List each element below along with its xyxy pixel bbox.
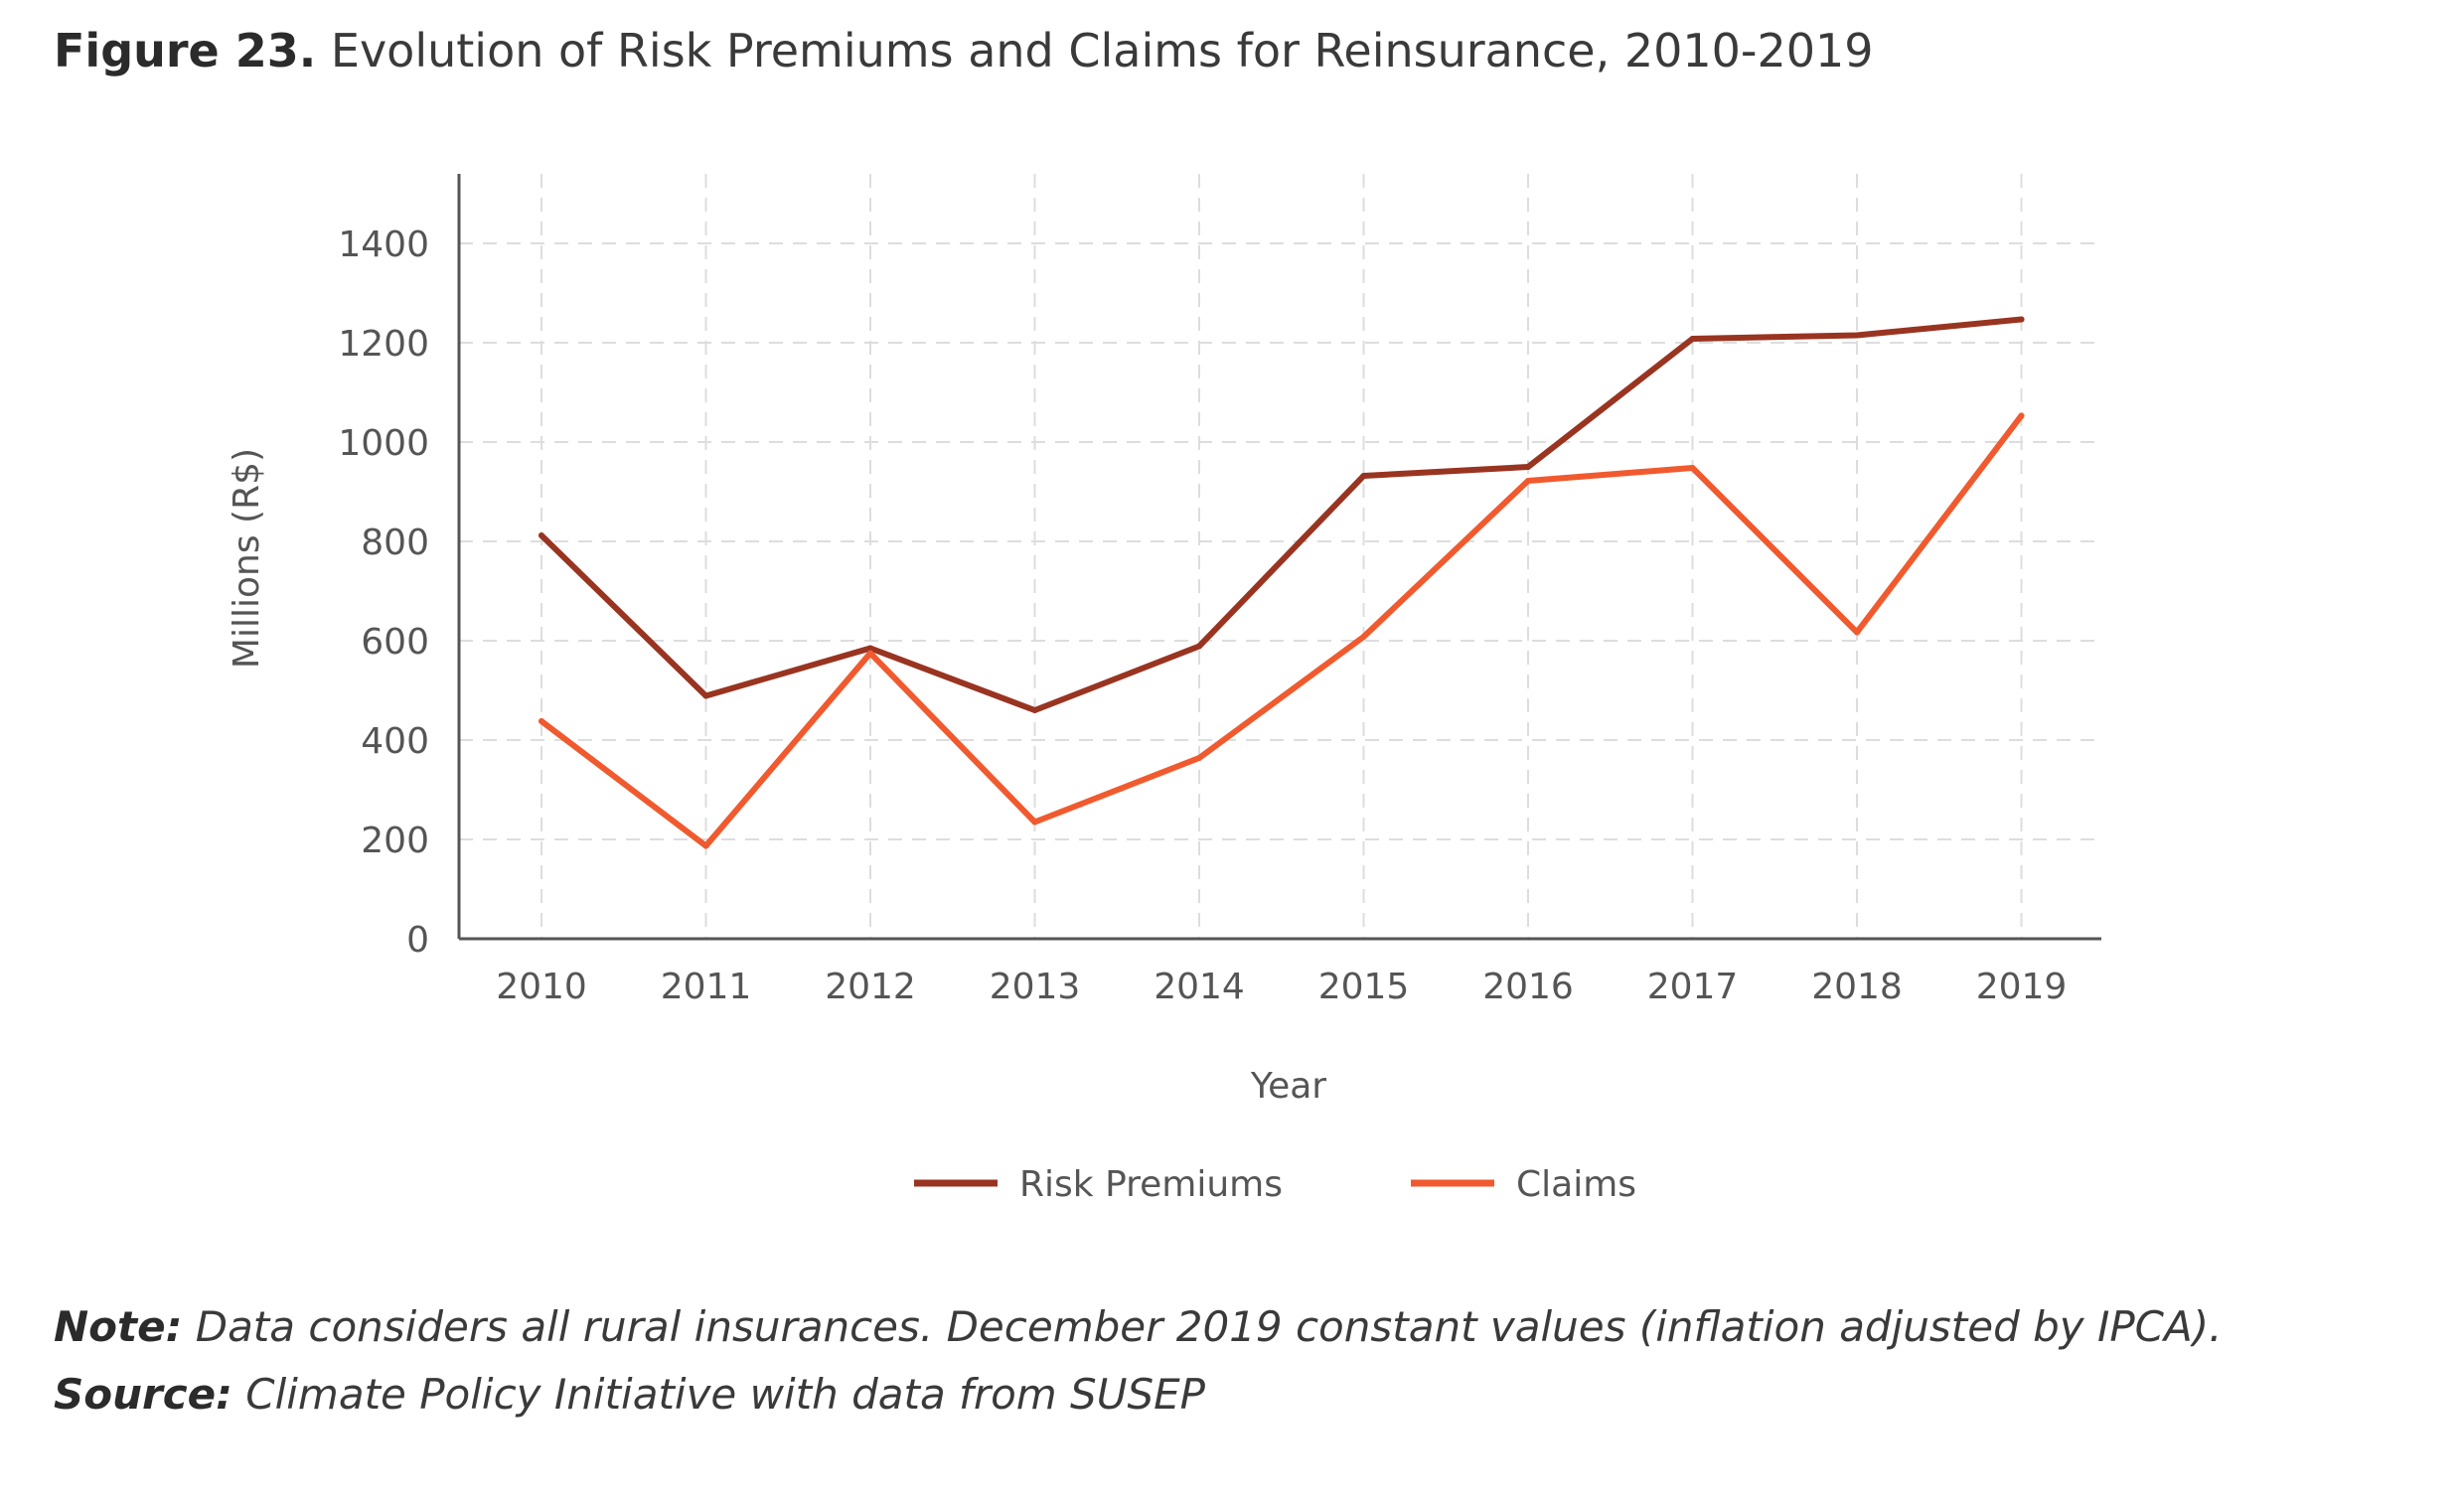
y-tick-labels: 0 200 400 600 800 1000 1200 1400: [338, 225, 429, 961]
claims-point: [2018, 412, 2025, 419]
x-tick-label: 2011: [661, 967, 752, 1007]
risk-premiums-point: [539, 532, 544, 538]
y-tick-label: 1400: [338, 225, 429, 265]
figure-title-text: Evolution of Risk Premiums and Claims fo…: [330, 24, 1874, 77]
claims-line: [539, 412, 2025, 849]
figure-number: Figure 23.: [54, 24, 317, 77]
y-tick-label: 400: [361, 721, 429, 762]
x-tick-label: 2019: [1976, 967, 2068, 1007]
x-tick-label: 2010: [496, 967, 587, 1007]
chart-axes: [457, 174, 2101, 941]
x-tick-labels: 2010 2011 2012 2013 2014 2015 2016 2017 2018 2019: [496, 967, 2067, 1007]
x-axis-title: Year: [1250, 1066, 1326, 1107]
chart-legend: Risk Premiums Claims: [914, 1164, 1636, 1205]
risk-premiums-point: [1196, 643, 1202, 650]
x-tick-label: 2016: [1482, 967, 1574, 1007]
y-tick-label: 1000: [338, 423, 429, 464]
y-tick-label: 0: [406, 920, 429, 961]
risk-premiums-point: [1360, 473, 1367, 479]
figure-notes: Note: Data considers all rural insurance…: [54, 1293, 2222, 1428]
x-tick-label: 2015: [1318, 967, 1410, 1007]
y-axis-title: Millions (R$): [227, 448, 267, 669]
source-label: Source:: [54, 1370, 232, 1419]
x-tick-label: 2014: [1154, 967, 1245, 1007]
claims-point: [539, 718, 544, 724]
claims-point: [702, 842, 709, 849]
claims-point: [1031, 819, 1038, 826]
x-tick-label: 2018: [1811, 967, 1903, 1007]
source-text: Climate Policy Initiative with data from…: [231, 1370, 1205, 1419]
risk-premiums-point: [1689, 336, 1696, 342]
risk-premiums-line: [539, 316, 2025, 713]
claims-point: [1360, 634, 1367, 640]
risk-premiums-legend-label: Risk Premiums: [1019, 1164, 1283, 1205]
claims-legend-label: Claims: [1516, 1164, 1636, 1205]
risk-premiums-point: [702, 692, 709, 699]
note-line: Note: Data considers all rural insurance…: [54, 1293, 2222, 1361]
note-text: Data considers all rural insurances. Dec…: [182, 1302, 2223, 1351]
risk-premiums-point: [1525, 464, 1531, 470]
claims-point: [1196, 755, 1202, 761]
claims-point: [1525, 478, 1531, 484]
x-tick-label: 2012: [825, 967, 916, 1007]
x-tick-label: 2017: [1647, 967, 1739, 1007]
series-lines: [539, 316, 2025, 849]
risk-premiums-point: [867, 645, 873, 652]
risk-premiums-point: [2018, 316, 2025, 323]
y-tick-label: 800: [361, 523, 429, 563]
risk-premiums-point: [1031, 707, 1038, 713]
y-tick-label: 1200: [338, 324, 429, 365]
claims-point: [867, 650, 873, 657]
source-line: Source: Climate Policy Initiative with d…: [54, 1361, 2222, 1428]
claims-point: [1689, 465, 1696, 471]
claims-point: [1854, 629, 1860, 636]
risk-premiums-point: [1854, 332, 1860, 339]
grid-lines: [459, 174, 2101, 939]
x-tick-label: 2013: [990, 967, 1081, 1007]
note-label: Note:: [54, 1302, 183, 1351]
y-tick-label: 200: [361, 821, 429, 861]
figure-title: Figure 23. Evolution of Risk Premiums an…: [54, 24, 1874, 77]
y-tick-label: 600: [361, 622, 429, 663]
